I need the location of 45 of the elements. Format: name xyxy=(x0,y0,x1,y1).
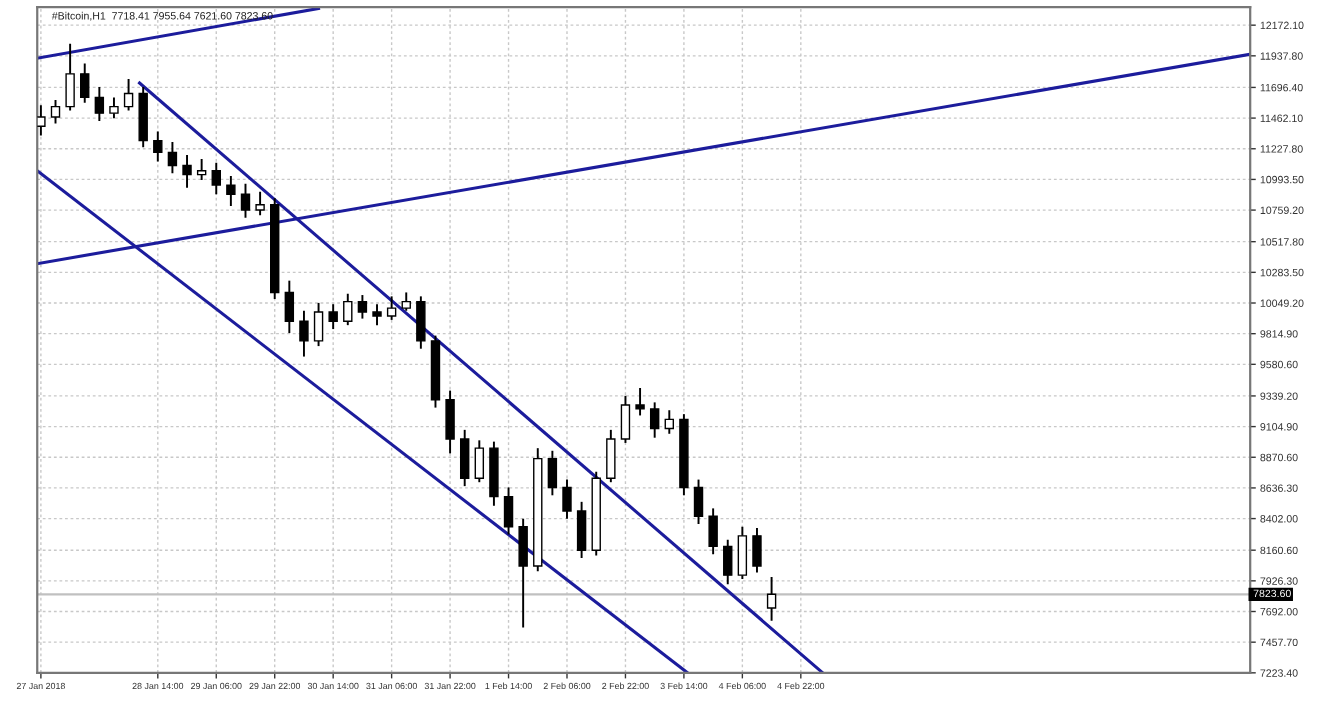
candlestick xyxy=(255,190,265,217)
candlestick xyxy=(547,449,558,497)
candlestick xyxy=(167,140,178,175)
candlestick xyxy=(328,303,338,331)
candlestick xyxy=(606,428,616,484)
candlestick xyxy=(37,104,46,137)
candlestick xyxy=(737,525,748,581)
candlestick xyxy=(386,295,397,321)
candlestick xyxy=(299,309,309,358)
candlestick xyxy=(284,279,295,334)
candlestick xyxy=(503,486,514,536)
candlestick xyxy=(576,500,587,560)
candlestick xyxy=(94,85,105,122)
candlestick xyxy=(226,174,236,208)
candlestick xyxy=(649,401,660,439)
candlestick xyxy=(752,527,762,574)
candlestick xyxy=(635,387,645,417)
candlestick xyxy=(138,85,148,149)
candlestick xyxy=(766,576,777,622)
candlestick xyxy=(80,62,90,104)
candlestick xyxy=(109,96,119,120)
candlestick xyxy=(693,478,704,526)
candlestick xyxy=(240,182,251,219)
candlestick xyxy=(620,394,631,444)
candlestick xyxy=(664,409,675,435)
candlestick xyxy=(123,78,134,112)
candlestick xyxy=(211,161,221,196)
candlestick xyxy=(357,294,368,320)
candlestick xyxy=(372,303,382,327)
candlestick xyxy=(401,291,411,312)
candlestick xyxy=(474,439,485,484)
candlestick xyxy=(196,157,207,181)
candlestick xyxy=(562,478,572,520)
candlestick xyxy=(182,154,192,189)
candlestick xyxy=(65,42,75,112)
candlestick xyxy=(50,99,61,125)
candlestick xyxy=(708,507,718,556)
candlestick xyxy=(459,428,470,488)
candlestick xyxy=(416,295,426,350)
candlestick xyxy=(153,130,163,163)
candlestick xyxy=(723,538,733,586)
candlestick xyxy=(313,301,324,348)
candlestick xyxy=(445,389,455,455)
candlestick xyxy=(343,292,353,327)
candlestick xyxy=(518,517,528,629)
